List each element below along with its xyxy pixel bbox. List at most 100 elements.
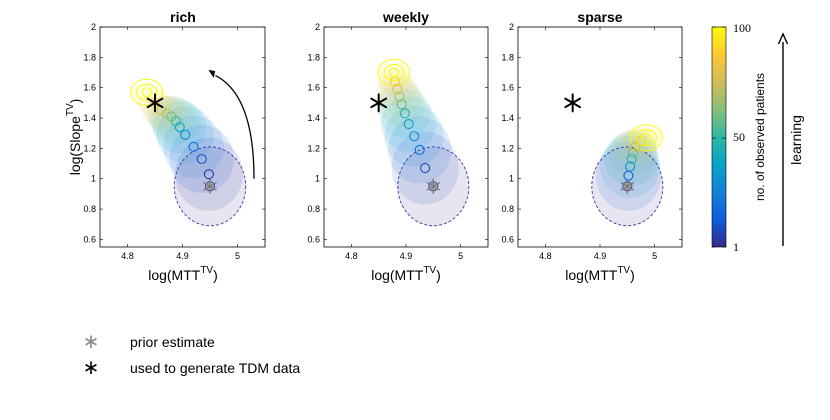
confidence-cloud [169,124,234,194]
panel-title: sparse [577,9,622,25]
confidence-cloud [377,62,410,83]
x-tick-label: 5 [235,251,240,261]
panel-title: rich [170,9,196,25]
estimate-point [180,129,191,140]
prior-estimate-marker-stroke [426,182,441,191]
x-axis-label-main: log(MTT [565,267,618,283]
y-tick-label: 1.2 [83,143,96,153]
confidence-cloud [377,82,426,127]
y-tick-label: 2 [315,22,320,32]
final-estimate-ring [383,64,405,82]
estimate-point [635,135,647,146]
confidence-cloud [379,88,431,139]
estimate-point [399,108,410,119]
estimate-point [203,169,214,180]
prior-estimate-marker [620,178,635,195]
final-estimate-ring [136,83,158,101]
x-axis-label-close: ) [436,267,441,283]
estimate-point [420,163,431,174]
estimate-point [625,161,636,172]
x-tick-label: 5 [652,251,657,261]
confidence-cloud [630,127,663,148]
legend-label: used to generate TDM data [130,360,301,377]
y-tick-label: 1.8 [83,52,96,62]
true-value-marker [564,93,582,113]
confidence-cloud [150,97,201,145]
y-tick-label: 2 [91,22,96,32]
y-axis-label-close: ) [67,99,83,104]
prior-estimate-marker-stroke [620,182,635,191]
y-tick-label: 0.8 [83,204,96,214]
final-estimate-ring [629,124,663,152]
x-axis-label-sup: TV [423,265,436,276]
panel-title: weekly [382,9,429,25]
x-axis-label: log(MTTTV) [371,265,441,283]
x-tick-label: 4.8 [539,251,552,261]
y-tick-label: 0.8 [307,204,320,214]
confidence-cloud [384,105,444,167]
confidence-cloud [174,137,243,211]
y-tick-label: 0.6 [307,234,320,244]
true-value-marker [370,93,388,113]
learning-direction-arrowhead [208,69,216,78]
prior-estimate-marker [203,178,217,195]
y-tick-label: 1.6 [307,83,320,93]
confidence-cloud [141,95,182,126]
true-value-marker [146,93,164,113]
final-estimate-ring [130,78,164,106]
estimate-point [626,153,637,165]
y-tick-label: 1.4 [501,113,514,123]
prior-estimate-marker-stroke [203,182,217,191]
x-tick-label: 5 [458,251,463,261]
x-tick-label: 4.9 [176,251,189,261]
x-axis-label-main: log(MTT [148,267,201,283]
estimate-point [394,91,405,102]
confidence-cloud [377,73,418,105]
confidence-cloud [377,78,422,116]
x-axis-label-sup: TV [200,265,213,276]
estimate-point [641,132,652,143]
confidence-cloud [595,140,662,211]
legend-item-true-value: ∗ used to generate TDM data [80,357,301,380]
x-axis-label: log(MTTTV) [148,265,218,283]
estimate-point [196,153,207,165]
x-axis-label-sup: TV [617,265,630,276]
final-estimate-ring [635,129,657,147]
y-axis-label: log(SlopeTV) [65,99,83,176]
estimate-point [162,108,173,119]
panel-sparse: sparse log(MTTTV) [517,9,683,283]
y-tick-label: 1.4 [307,113,320,123]
estimate-point [388,67,400,78]
estimate-point [141,87,152,98]
prior-estimate-symbol: ∗ [82,331,100,354]
y-tick-label: 1.4 [83,113,96,123]
learning-direction-arrow [215,74,255,179]
legend-label: prior estimate [130,334,215,351]
y-tick-label: 1.6 [501,83,514,93]
y-tick-label: 1 [509,174,514,184]
panel-weekly: weekly log(MTTTV) [323,9,489,283]
y-tick-label: 1 [315,174,320,184]
y-tick-label: 1.8 [501,52,514,62]
learning-indicator: learning [777,32,804,246]
colorbar-strip [711,26,727,248]
confidence-cloud [377,68,414,95]
true-value-marker-stroke [564,97,582,109]
x-axis-label-close: ) [630,267,635,283]
x-tick-label: 4.9 [594,251,607,261]
prior-estimate-marker [426,178,441,195]
estimate-point [188,141,199,152]
prior-boundary [397,146,470,227]
confidence-cloud [391,131,459,205]
x-axis-label: log(MTTTV) [565,265,635,283]
x-tick-label: 4.8 [345,251,358,261]
estimate-point [392,84,403,95]
true-value-symbol: ∗ [82,357,100,380]
y-tick-label: 1.8 [307,52,320,62]
estimate-point [409,131,420,142]
x-tick-label: 4.9 [400,251,413,261]
learning-label: learning [788,115,804,165]
plot-area [377,59,470,227]
y-tick-label: 2 [509,22,514,32]
